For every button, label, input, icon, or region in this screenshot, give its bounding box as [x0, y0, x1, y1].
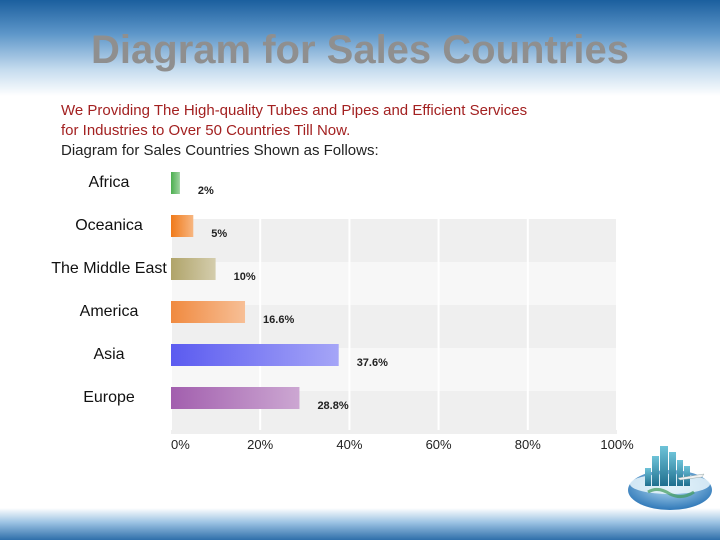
bar-the-middle-east: [171, 258, 216, 280]
x-tick-label: 40%: [336, 437, 363, 452]
bar-europe: [171, 387, 300, 409]
value-label: 2%: [197, 185, 214, 197]
category-label: America: [79, 303, 139, 320]
x-tick-label: 100%: [600, 437, 634, 452]
grid-band: [171, 219, 617, 262]
bar-asia: [171, 344, 339, 366]
slide-title: Diagram for Sales Countries: [91, 28, 629, 72]
value-label: 10%: [233, 271, 256, 283]
x-tick-label: 80%: [514, 437, 541, 452]
globe-city-emblem: [628, 446, 712, 510]
value-label: 5%: [211, 228, 228, 240]
value-label: 28.8%: [317, 400, 349, 412]
category-label: Europe: [83, 389, 135, 406]
intro-text: We Providing The High-quality Tubes and …: [61, 101, 621, 161]
category-label: Asia: [93, 346, 125, 363]
grid-band: [171, 391, 617, 434]
bar-america: [171, 301, 246, 323]
grid-band: [171, 305, 617, 348]
intro-line: We Providing The High-quality Tubes and …: [61, 102, 528, 119]
intro-line: Diagram for Sales Countries Shown as Fol…: [61, 142, 379, 159]
category-label: The Middle East: [51, 260, 167, 277]
x-tick-label: 60%: [425, 437, 452, 452]
category-label: Oceanica: [75, 217, 143, 234]
x-tick-label: 20%: [247, 437, 274, 452]
value-label: 37.6%: [356, 357, 388, 369]
x-tick-label: 0%: [171, 437, 190, 452]
bar-oceanica: [171, 215, 194, 237]
category-label: Africa: [88, 174, 130, 191]
grid-band: [171, 348, 617, 391]
grid-band: [171, 262, 617, 305]
footer-band: [0, 508, 720, 540]
bar-africa: [171, 172, 180, 194]
header-band: [0, 0, 720, 96]
value-label: 16.6%: [263, 314, 295, 326]
intro-line: for Industries to Over 50 Countries Till…: [61, 122, 351, 139]
